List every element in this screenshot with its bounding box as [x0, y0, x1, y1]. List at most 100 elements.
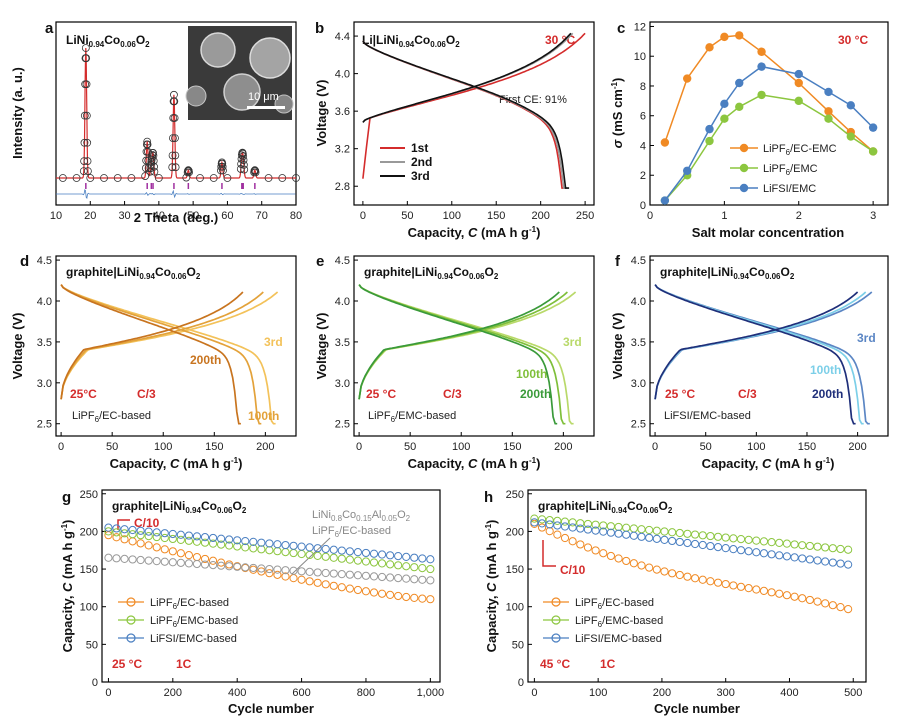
x-tick-label: 200	[848, 441, 866, 453]
data-point	[798, 594, 807, 603]
data-point	[394, 552, 403, 561]
data-point	[629, 524, 638, 533]
panel-e-xlabel: Capacity, C (mA h g-1)	[408, 456, 541, 471]
panel-b-frame	[353, 21, 595, 206]
data-point	[410, 563, 419, 572]
data-point	[184, 559, 194, 568]
data-point	[321, 552, 330, 561]
data-point	[377, 559, 387, 568]
data-point	[257, 564, 266, 573]
data-point	[144, 541, 153, 550]
data-point	[128, 555, 137, 564]
panel-g: g graphite|LiNi0.94Co0.06O2 C/10 LiNi0.8…	[60, 489, 444, 716]
panel-h-frame	[527, 489, 867, 683]
data-point	[690, 539, 700, 549]
data-point	[410, 593, 419, 602]
observed-point	[141, 172, 150, 180]
data-point	[120, 529, 129, 538]
data-point	[660, 138, 670, 147]
panel-g-initial-rate-arrow	[117, 519, 130, 530]
data-point	[729, 534, 738, 543]
y-tick-label: 2.5	[335, 419, 350, 431]
y-tick-label: 0	[640, 200, 646, 212]
data-point	[721, 544, 730, 553]
cycle-label-100th: 100th	[516, 367, 547, 381]
observed-point	[264, 174, 273, 182]
data-point	[720, 32, 729, 42]
panel-g-xlabel: Cycle number	[228, 701, 314, 716]
y-tick-label: 0	[518, 677, 524, 689]
data-point	[629, 531, 638, 540]
data-point	[313, 578, 322, 587]
legend-marker	[739, 163, 749, 173]
y-tick-label: 6	[640, 111, 646, 123]
data-point	[289, 541, 298, 550]
panel-b-title: Li|LiNi0.94Co0.06O2	[362, 33, 460, 49]
data-point	[583, 543, 593, 552]
panel-h-rate: 1C	[600, 657, 616, 671]
data-point	[757, 47, 766, 56]
data-point	[200, 560, 210, 569]
panel-f-title: graphite|LiNi0.94Co0.06O2	[660, 265, 795, 281]
y-tick-label: 100	[80, 602, 98, 614]
data-point	[152, 543, 161, 552]
observed-point	[83, 157, 92, 166]
data-point	[744, 547, 753, 556]
data-point	[265, 564, 274, 574]
data-point	[668, 536, 677, 546]
data-point	[720, 114, 729, 123]
data-point	[668, 569, 677, 578]
x-tick-label: 60	[221, 210, 233, 222]
data-point	[160, 557, 169, 566]
panel-a-letter: a	[45, 20, 54, 37]
data-point	[377, 572, 387, 582]
y-tick-label: 200	[80, 526, 98, 538]
data-point	[553, 516, 562, 525]
data-point	[828, 544, 837, 553]
data-point	[377, 589, 387, 598]
x-tick-label: 600	[292, 687, 310, 699]
legend-label-rest: /EC-EMC	[790, 143, 837, 155]
data-point	[652, 534, 661, 543]
data-point	[418, 554, 427, 563]
legend-marker	[126, 597, 136, 607]
data-point	[184, 551, 194, 560]
data-point	[752, 536, 761, 545]
data-point	[782, 552, 792, 561]
discharge-curve-100th	[358, 284, 566, 425]
data-point	[426, 576, 435, 585]
data-point	[545, 516, 554, 525]
data-point	[225, 560, 234, 569]
observed-point	[149, 156, 158, 165]
y-tick-label: 2.5	[37, 419, 52, 431]
data-point	[846, 132, 856, 141]
observed-point	[209, 174, 218, 182]
panel-g-ylabel: Capacity, C (mA h g-1)	[60, 520, 75, 653]
data-point	[721, 533, 730, 542]
data-point	[576, 540, 585, 549]
observed-point	[80, 138, 89, 147]
cycle-label-3rd: 3rd	[264, 335, 283, 349]
panel-c-frame	[649, 21, 889, 206]
data-point	[160, 533, 169, 543]
data-point	[828, 601, 837, 610]
x-tick-label: 100	[747, 441, 765, 453]
data-point	[560, 533, 570, 543]
data-point	[297, 567, 306, 576]
panel-f-letter: f	[615, 253, 621, 270]
data-point	[622, 530, 631, 539]
x-tick-label: 200	[653, 687, 671, 699]
data-point	[698, 575, 707, 584]
data-point	[637, 561, 646, 570]
data-point	[418, 594, 427, 603]
observed-point	[238, 149, 247, 158]
legend-label: LiPF6/EMC	[763, 163, 818, 177]
panel-g-reference-electrolyte: LiPF6/EC-based	[312, 525, 391, 539]
data-point	[168, 529, 177, 539]
data-point	[599, 549, 608, 558]
y-tick-label: 4.0	[335, 69, 350, 81]
observed-point	[100, 174, 108, 182]
data-point	[265, 539, 274, 548]
legend-label: LiPF6/EC-based	[575, 597, 654, 611]
observed-point	[148, 153, 156, 162]
